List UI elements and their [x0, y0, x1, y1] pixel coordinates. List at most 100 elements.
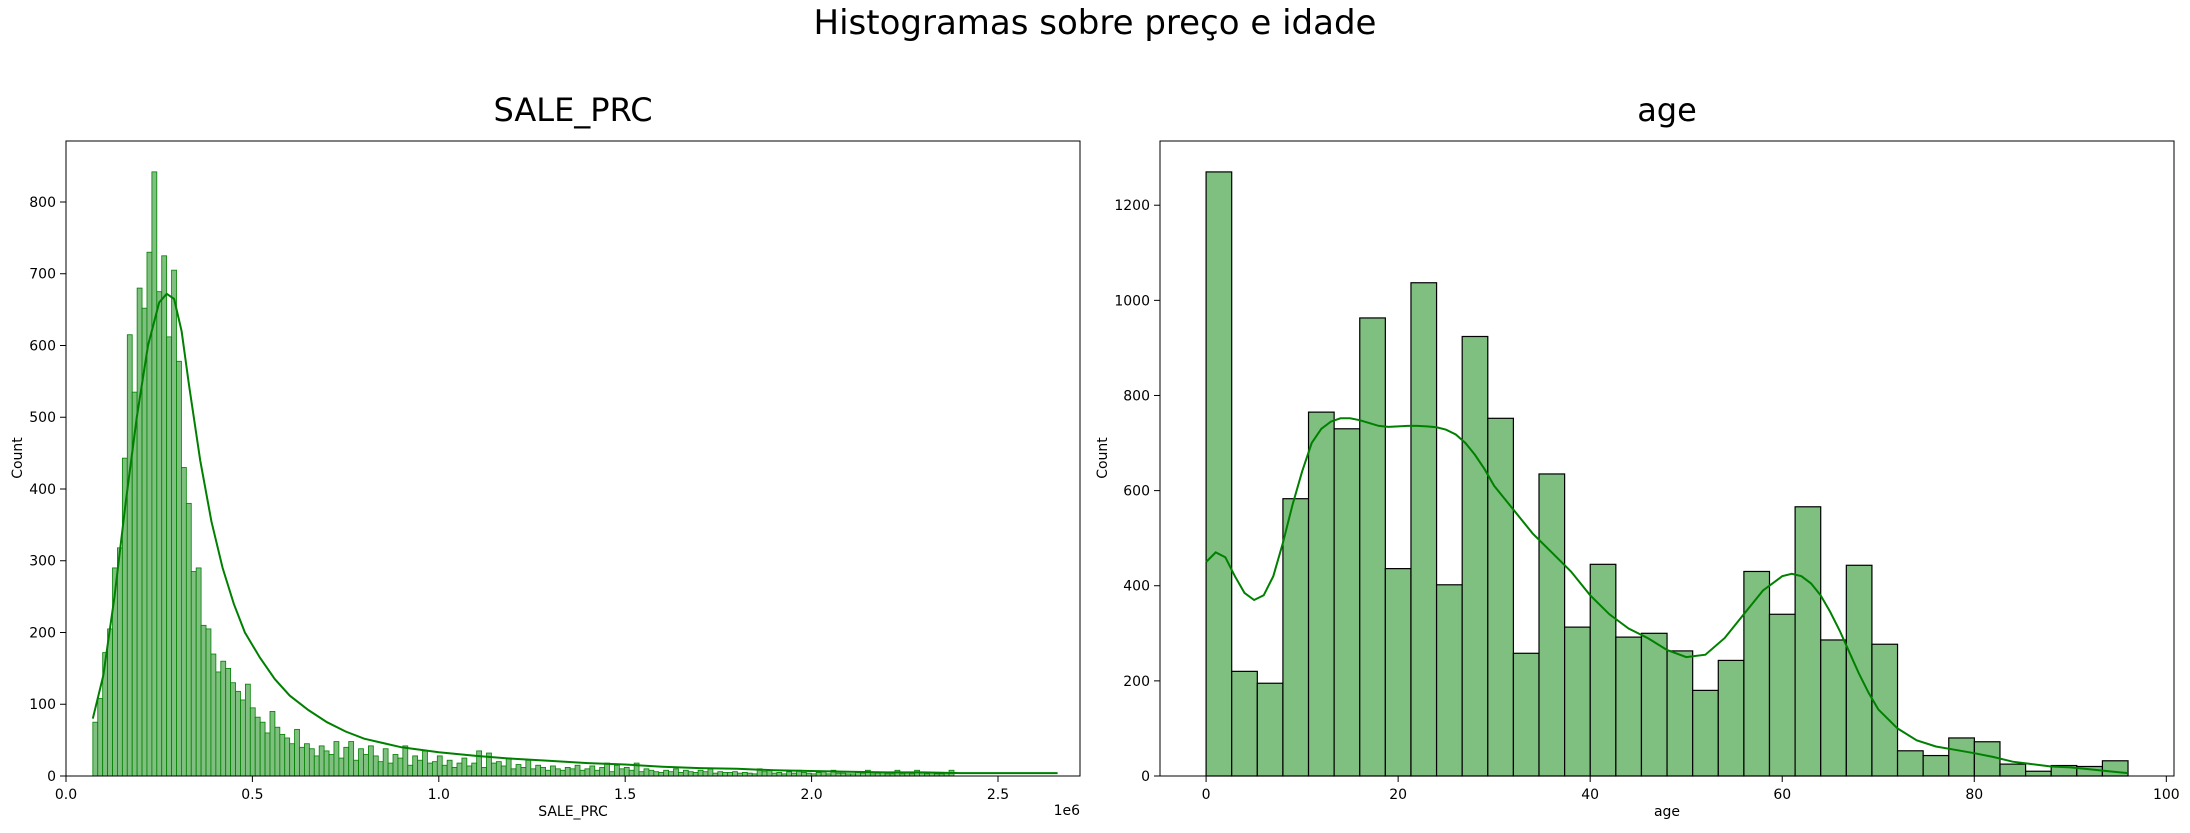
sale-prc-xtick-label: 0.5	[241, 787, 263, 803]
sale-prc-bar	[284, 737, 291, 777]
sale-prc-bar	[215, 671, 222, 777]
sale-prc-bar	[225, 667, 232, 777]
sale-prc-xtick-label: 1.0	[428, 787, 450, 803]
sale-prc-bar	[535, 764, 542, 777]
sale-prc-xlabel: SALE_PRC	[538, 804, 608, 820]
sale-prc-bar	[618, 768, 625, 777]
sale-prc-bar	[594, 769, 601, 777]
sale-prc-bar	[722, 772, 729, 777]
sale-prc-bar	[815, 772, 822, 777]
sale-prc-bar	[476, 750, 482, 777]
sale-prc-bar	[190, 571, 197, 777]
sale-prc-bar	[372, 755, 379, 777]
sale-prc-bar	[614, 764, 620, 777]
sale-prc-bar	[254, 716, 261, 777]
age-bar	[1564, 626, 1591, 777]
sale-prc-bar	[678, 772, 684, 777]
age-xtick-label: 60	[1773, 787, 1791, 803]
sale-prc-bar	[117, 547, 123, 777]
sale-prc-bar	[555, 768, 561, 777]
sale-prc-bar	[407, 764, 414, 777]
sale-prc-bar	[441, 764, 448, 777]
sale-prc-bars	[92, 171, 955, 777]
sale-prc-bar	[308, 748, 315, 777]
sale-prc-bar	[515, 764, 522, 777]
sale-prc-bar	[161, 255, 168, 777]
sale-prc-bar	[520, 766, 527, 777]
age-xtick-label: 100	[2153, 787, 2180, 803]
sale-prc-bar	[653, 771, 660, 777]
age-bar	[1282, 498, 1310, 777]
sale-prc-bar	[579, 769, 586, 777]
sale-prc-ytick-label: 200	[29, 625, 56, 641]
age-yticks: 0 200 400 600 800 1000 1200	[1114, 198, 1160, 785]
sale-prc-bar	[668, 771, 674, 777]
sale-prc-bar	[151, 171, 158, 777]
sale-prc-bar	[574, 764, 581, 777]
sale-prc-bar	[673, 768, 679, 777]
sale-prc-bar	[559, 769, 566, 777]
sale-prc-axes-frame	[65, 140, 1081, 777]
sale-prc-bar	[564, 766, 571, 777]
age-bar	[1205, 171, 1233, 777]
sale-prc-bar	[377, 761, 384, 777]
sale-prc-bar	[697, 769, 704, 777]
sale-prc-bar	[491, 762, 497, 777]
sale-prc-xtick-label: 2.5	[987, 787, 1009, 803]
age-bar	[2024, 770, 2052, 777]
sale-prc-bar	[638, 771, 645, 777]
sale-prc-bar	[181, 467, 187, 777]
sale-prc-bar	[658, 772, 665, 777]
age-bar	[1871, 643, 1899, 777]
age-ytick-label: 1000	[1114, 293, 1150, 309]
sale-prc-bar	[171, 269, 177, 777]
sale-prc-bar	[343, 746, 350, 777]
sale-prc-bar	[269, 711, 276, 777]
sale-prc-bar	[495, 761, 502, 777]
sale-prc-bar	[412, 755, 419, 777]
sale-prc-bar	[348, 741, 355, 777]
sale-prc-kde-line	[91, 292, 1058, 775]
sale-prc-bar	[210, 653, 217, 777]
sale-prc-bar	[505, 757, 512, 777]
sale-prc-bar	[279, 733, 286, 777]
sale-prc-bar	[604, 762, 610, 777]
age-kde-line	[1205, 417, 2128, 775]
sale-prc-bar	[382, 748, 389, 777]
sale-prc-ytick-label: 100	[29, 697, 56, 713]
age-bar	[1948, 737, 1975, 777]
sale-prc-bar	[481, 766, 487, 777]
age-bar	[1820, 639, 1847, 777]
age-bar	[1256, 682, 1284, 777]
sale-prc-bar	[304, 743, 310, 777]
age-bar	[1922, 754, 1950, 777]
sale-prc-bar	[500, 765, 507, 777]
sale-prc-bar	[363, 754, 369, 777]
sale-prc-title: SALE_PRC	[493, 91, 652, 129]
sale-prc-bar	[205, 628, 212, 777]
figure-title: Histogramas sobre preço e idade	[814, 3, 1377, 43]
sale-prc-bar	[786, 771, 793, 777]
sale-prc-bar	[545, 769, 551, 777]
sale-prc-bar	[368, 745, 374, 777]
sale-prc-bar	[185, 502, 192, 777]
age-xticks: 0 20 40 60 80 100	[1202, 776, 2180, 803]
sale-prc-bar	[107, 628, 113, 777]
age-xtick-label: 80	[1965, 787, 1983, 803]
age-bar	[1794, 506, 1822, 777]
sale-prc-bar	[431, 761, 438, 777]
sale-prc-offset-label: 1e6	[1054, 803, 1081, 819]
sale-prc-bar	[92, 721, 99, 777]
sale-prc-ytick-label: 800	[29, 195, 56, 211]
age-bars	[1205, 171, 2129, 777]
sale-prc-bar	[328, 754, 335, 777]
sale-prc-bar	[702, 771, 709, 777]
sale-prc-bar	[643, 768, 650, 777]
sale-prc-bar	[353, 759, 359, 777]
sale-prc-bar	[456, 762, 463, 777]
age-bar	[1410, 282, 1438, 777]
age-ylabel: Count	[1095, 437, 1111, 479]
sale-prc-bar	[220, 660, 227, 777]
age-ytick-label: 400	[1123, 579, 1150, 595]
